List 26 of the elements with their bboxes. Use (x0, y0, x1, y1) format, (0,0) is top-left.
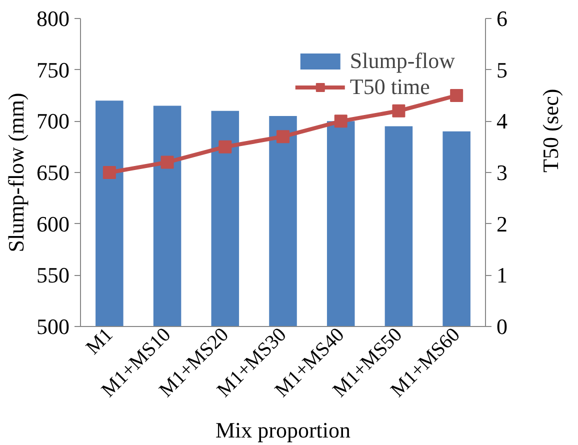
y-tick-label: 600 (36, 211, 70, 236)
legend-label: T50 time (350, 74, 430, 100)
point (102, 166, 116, 179)
point (218, 140, 232, 154)
y2-tick-label: 2 (496, 211, 508, 236)
x-axis-title: Mix proportion (215, 417, 351, 442)
y-tick-label: 500 (36, 314, 70, 339)
y2-tick-label: 3 (496, 160, 508, 185)
point (160, 156, 174, 169)
y-tick-label: 700 (36, 108, 70, 134)
y2-axis-title: T50 (sec) (538, 88, 563, 172)
y-tick-label: 800 (36, 6, 70, 31)
legend-label: Slump-flow (350, 48, 455, 74)
point (334, 114, 348, 128)
point (392, 104, 406, 118)
y2-tick-label: 6 (496, 6, 508, 31)
point (450, 89, 464, 102)
y-tick-label: 650 (36, 160, 70, 185)
y-tick-label: 550 (36, 262, 70, 288)
y-axis-title: Slump-flow (mm) (4, 92, 28, 252)
y2-tick-label: 1 (496, 262, 508, 288)
point (276, 130, 290, 144)
y2-tick-label: 4 (496, 108, 508, 134)
y-tick-label: 750 (36, 57, 70, 82)
y2-tick-label: 0 (496, 314, 508, 339)
y2-tick-label: 5 (496, 57, 508, 82)
